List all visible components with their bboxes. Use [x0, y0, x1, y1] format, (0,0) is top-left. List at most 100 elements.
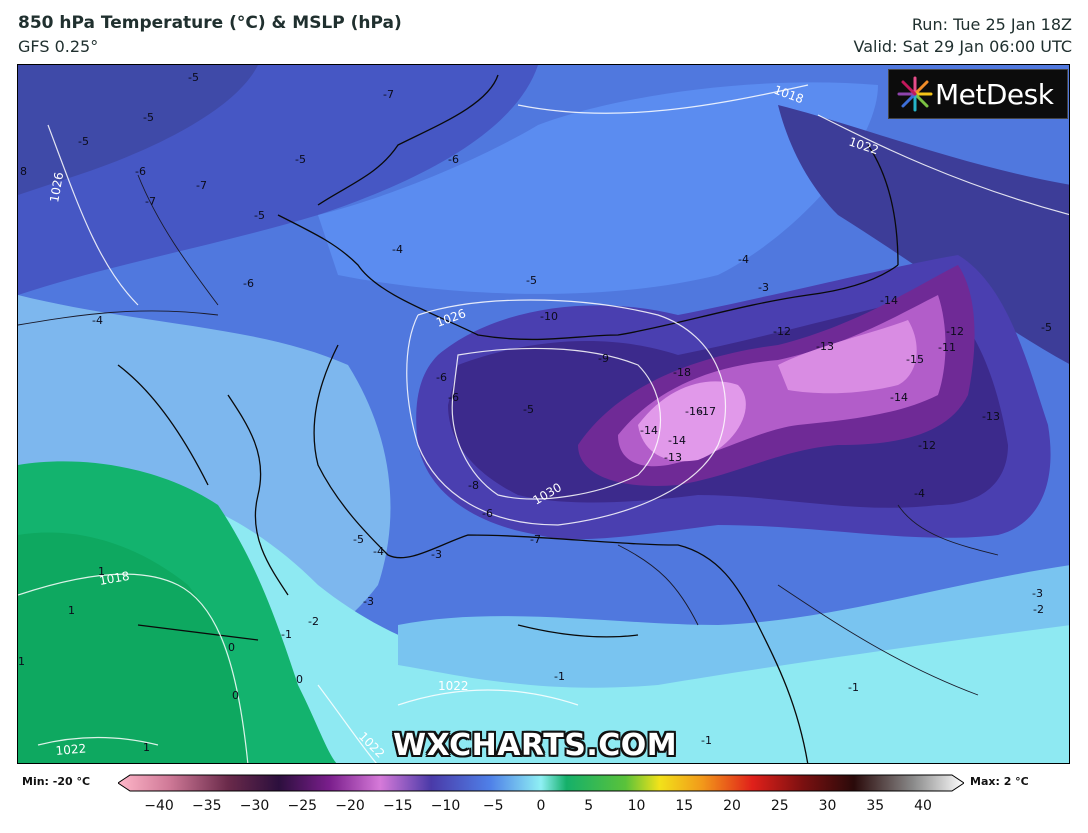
temp-label: -3	[758, 281, 769, 294]
colorbar-tick-label: 5	[584, 798, 594, 814]
temp-label: -5	[188, 71, 199, 84]
temp-label: -9	[598, 352, 609, 365]
colorbar-max-label: Max: 2 °C	[970, 775, 1029, 788]
temp-label: 1	[98, 565, 105, 578]
levant-area	[398, 565, 1069, 688]
valid-time: Valid: Sat 29 Jan 06:00 UTC	[853, 37, 1072, 56]
temp-label: -14	[668, 434, 686, 447]
temp-label: -1	[701, 734, 712, 747]
temp-label: -4	[392, 243, 403, 256]
temp-label: -13	[816, 340, 834, 353]
chart-title: 850 hPa Temperature (°C) & MSLP (hPa)	[18, 13, 402, 33]
temp-label: -17	[698, 405, 716, 418]
temp-label: 0	[296, 673, 303, 686]
northwest-cold-area	[18, 65, 258, 195]
temp-label: -12	[918, 439, 936, 452]
temp-label: -12	[946, 325, 964, 338]
temp-label: 1	[68, 604, 75, 617]
temp-label: -15	[906, 353, 924, 366]
temp-label: -10	[540, 310, 558, 323]
temp-label: -5	[254, 209, 265, 222]
temp-label: -12	[773, 325, 791, 338]
colorbar-tick-label: 40	[914, 798, 932, 814]
temp-label: 8	[20, 165, 27, 178]
colorbar-ticks: −40 −35 −30 −25 −20 −15 −10 −5 0 5 10 15 20 25 30 35 40	[0, 798, 1088, 818]
colorbar-tick-label: −20	[335, 798, 365, 814]
temp-label: -14	[890, 391, 908, 404]
metdesk-logo-text: MetDesk	[935, 78, 1054, 111]
temp-label: -4	[92, 314, 103, 327]
temp-label: -5	[526, 274, 537, 287]
temp-label: -14	[880, 294, 898, 307]
temp-label: -13	[982, 410, 1000, 423]
isobars	[18, 84, 1069, 763]
colorbar-min-label: Min: -20 °C	[22, 775, 91, 788]
temp-label: -6	[243, 277, 254, 290]
temp-label: -7	[196, 179, 207, 192]
borders	[18, 174, 999, 696]
colorbar-tick-label: 15	[675, 798, 694, 814]
colorbar-tick-label: −10	[430, 798, 461, 814]
temp-label: 0	[228, 641, 235, 654]
temp-label: -4	[914, 487, 925, 500]
map-canvas: -5 -7 -5 -6 -5 -6 -7 -5 -7 8 -5 -4 -6 -4…	[18, 65, 1069, 763]
temp-label: -6	[448, 153, 459, 166]
temp-label: -1	[848, 681, 859, 694]
temp-label: -6	[135, 165, 146, 178]
isobar-label: 1018	[98, 569, 131, 588]
colorbar-tick-label: −35	[191, 798, 222, 814]
temp-labels: -5 -7 -5 -6 -5 -6 -7 -5 -7 8 -5 -4 -6 -4…	[18, 71, 1052, 754]
run-time: Run: Tue 25 Jan 18Z	[911, 15, 1072, 34]
temp-label: -11	[938, 341, 956, 354]
temp-label: -5	[1041, 321, 1052, 334]
colorbar-tick-label: 35	[866, 798, 885, 814]
colorbar-tick-label: 20	[723, 798, 741, 814]
temp-label: 1	[18, 655, 25, 668]
wxcharts-watermark: WXCHARTS.COM	[393, 728, 678, 763]
warm-green-core	[18, 532, 248, 763]
coastlines	[117, 74, 899, 763]
metdesk-logo: MetDesk	[888, 69, 1068, 119]
temp-label: -7	[145, 195, 156, 208]
temp-label: -5	[78, 135, 89, 148]
temp-label: -6	[482, 507, 493, 520]
temp-label: -1	[281, 628, 292, 641]
colorbar-tick-label: 30	[818, 798, 837, 814]
colorbar-tick-label: −25	[287, 798, 318, 814]
isobar-label: 1022	[55, 741, 87, 758]
temp-label: -5	[523, 403, 534, 416]
colorbar-tick-label: 25	[770, 798, 789, 814]
temp-label: -6	[448, 391, 459, 404]
colorbar-tick-label: 0	[536, 798, 546, 814]
temp-label: -5	[295, 153, 306, 166]
colorbar-tick-label: −5	[482, 798, 504, 814]
temp-label: -1	[554, 670, 565, 683]
temp-label: 1	[143, 741, 150, 754]
temp-label: 0	[232, 689, 239, 702]
colorbar-tick-label: −15	[382, 798, 413, 814]
colorbar-gradient	[118, 774, 964, 792]
temp-label: -5	[143, 111, 154, 124]
temp-label: -3	[363, 595, 374, 608]
temp-label: -18	[673, 366, 691, 379]
model-label: GFS 0.25°	[18, 37, 99, 56]
temp-label: -2	[308, 615, 319, 628]
colorbar-tick-label: −30	[239, 798, 270, 814]
temp-label: -16	[685, 405, 703, 418]
cold-core-peak-east	[778, 320, 917, 394]
colorbar-tick-label: 10	[627, 798, 646, 814]
temperature-map[interactable]: -5 -7 -5 -6 -5 -6 -7 -5 -7 8 -5 -4 -6 -4…	[17, 64, 1070, 764]
temp-label: -6	[436, 371, 447, 384]
colorbar-tick-label: −40	[144, 798, 174, 814]
temp-label: -13	[664, 451, 682, 464]
temp-label: -7	[383, 88, 394, 101]
temp-label: -4	[373, 545, 384, 558]
temp-label: -3	[1032, 587, 1043, 600]
temp-label: -4	[738, 253, 749, 266]
black-sea-area	[318, 82, 878, 294]
colorbar	[118, 774, 964, 792]
metdesk-logo-icon	[897, 76, 933, 112]
temp-label: -14	[640, 424, 658, 437]
temp-label: -5	[353, 533, 364, 546]
temp-label: -8	[468, 479, 479, 492]
